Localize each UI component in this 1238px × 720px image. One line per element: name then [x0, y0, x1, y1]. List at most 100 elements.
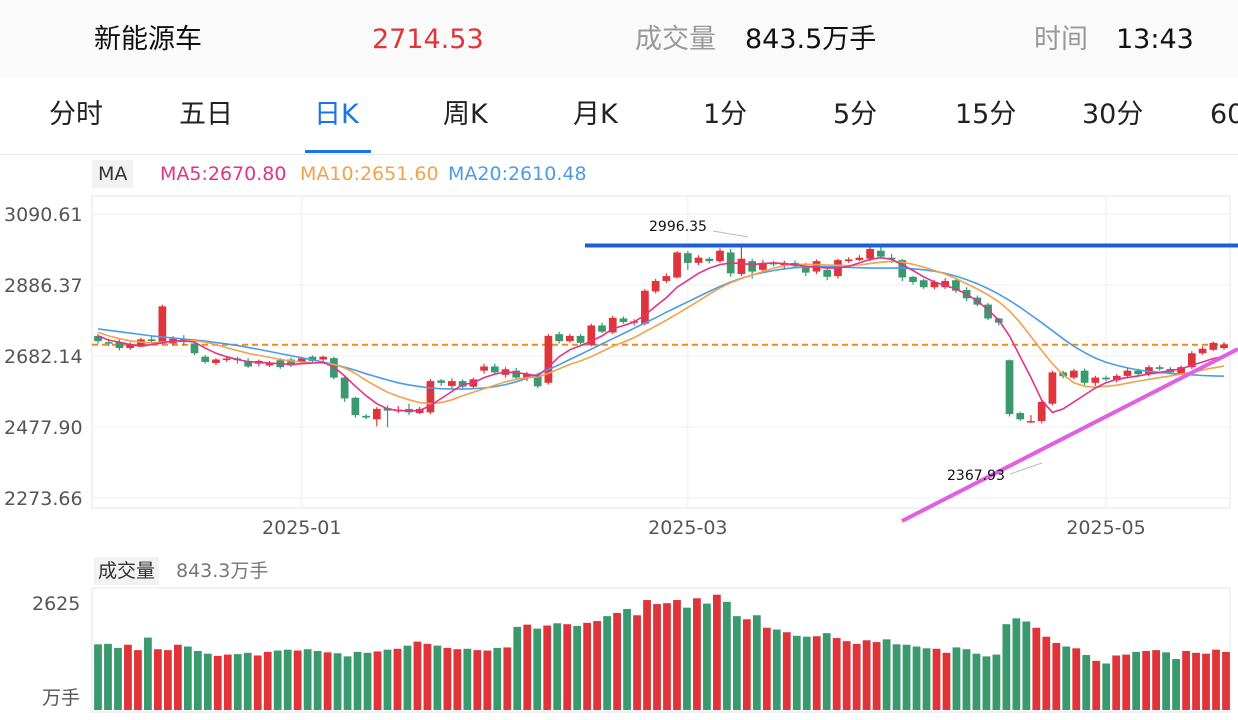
candle-body	[351, 397, 360, 416]
support-line	[901, 347, 1238, 523]
candle-body	[1070, 370, 1078, 378]
tab-60min[interactable]: 60分	[1210, 99, 1238, 130]
tab-weekly-k[interactable]: 周K	[443, 99, 488, 130]
price-panel-frame	[91, 195, 1231, 509]
candle-body	[673, 252, 681, 278]
tab-1min[interactable]: 1分	[703, 99, 748, 130]
ma-tag[interactable]: MA	[92, 160, 134, 188]
volume-bar	[353, 651, 362, 710]
candle-body	[641, 290, 649, 324]
tab-15min[interactable]: 15分	[955, 99, 1017, 130]
volume-bar	[114, 647, 122, 710]
volume-bar	[1112, 655, 1121, 710]
volume-bar	[154, 649, 162, 710]
trend-lines	[585, 243, 1238, 523]
candle-body	[1134, 370, 1143, 375]
volume-bar	[363, 652, 372, 710]
candle-body	[737, 258, 746, 275]
x-tick-label: 2025-05	[1066, 517, 1145, 539]
candle-body	[1187, 353, 1196, 368]
volume-bar	[683, 607, 691, 710]
candle-body	[523, 374, 531, 379]
volume-bar	[713, 594, 721, 710]
volume-bar	[323, 652, 332, 710]
volume-bar	[1062, 646, 1071, 710]
candle-body	[222, 358, 231, 360]
volume-bar	[722, 601, 731, 710]
volume-bar	[1122, 654, 1131, 710]
volume-bar	[453, 649, 462, 710]
moving-average-lines	[97, 256, 1225, 414]
volume-tag[interactable]: 成交量	[94, 557, 160, 585]
volume-bar	[463, 648, 472, 710]
candle-body	[490, 366, 499, 373]
volume-bar	[613, 613, 621, 710]
candle-body	[576, 335, 585, 343]
ma20-line	[97, 265, 1225, 390]
volume-bar	[892, 644, 901, 710]
volume-bar	[762, 627, 771, 710]
volume-bar	[473, 650, 482, 710]
candle-body	[651, 280, 660, 292]
volume-bar	[1142, 651, 1151, 710]
candle-body	[855, 257, 864, 261]
volume-bar	[553, 623, 562, 710]
volume-bar	[523, 624, 532, 710]
candle-body	[147, 339, 156, 342]
candle-body	[887, 257, 896, 260]
volume-bar	[263, 651, 272, 710]
candle-body	[1112, 375, 1121, 381]
volume-bar	[1032, 627, 1041, 710]
candle-body	[115, 342, 124, 349]
volume-bar	[982, 656, 991, 710]
tab-intraday[interactable]: 分时	[49, 99, 103, 130]
tab-monthly-k[interactable]: 月K	[573, 99, 618, 130]
candle-body	[94, 335, 102, 342]
volume-bar	[653, 604, 661, 710]
candle-body	[1091, 377, 1100, 383]
candle-body	[158, 306, 167, 344]
volume-panel-frame	[91, 587, 1231, 713]
candle-body	[801, 267, 810, 273]
volume-bar	[1072, 648, 1081, 710]
annotation-leader-high	[712, 230, 749, 238]
volume-bars	[94, 594, 1230, 710]
candle-body	[190, 343, 199, 354]
index-price: 2714.53	[372, 24, 484, 55]
volume-bar	[313, 651, 322, 710]
y-axis-labels: 3090.61 2886.37 2682.14 2477.90 2273.66	[4, 204, 83, 510]
volume-bar	[832, 638, 841, 710]
volume-bar	[144, 637, 152, 710]
tab-30min[interactable]: 30分	[1082, 99, 1144, 130]
tab-five-day[interactable]: 五日	[179, 99, 233, 130]
annotation-leader-low	[1009, 462, 1043, 475]
candle-body	[823, 269, 832, 277]
volume-bar	[303, 649, 312, 710]
candle-body	[104, 342, 113, 344]
tab-daily-k[interactable]: 日K	[314, 99, 359, 130]
candle-body	[748, 261, 757, 272]
candle-body	[544, 335, 553, 383]
volume-bar	[124, 644, 132, 710]
candle-body	[930, 282, 939, 288]
candle-body	[319, 356, 328, 360]
candle-body	[984, 304, 992, 319]
volume-bar	[782, 632, 791, 710]
candle-body	[1209, 342, 1218, 350]
volume-bar	[633, 615, 641, 710]
candle-body	[1048, 372, 1057, 404]
volume-bar	[413, 641, 422, 710]
volume-bar	[752, 615, 761, 710]
ma10-legend: MA10:2651.60	[300, 163, 439, 185]
candle-body	[909, 276, 917, 283]
volume-bar	[1092, 660, 1101, 710]
candle-body	[297, 358, 306, 362]
volume-bar	[223, 654, 232, 710]
volume-bar	[802, 636, 811, 710]
volume-bar	[203, 653, 212, 710]
volume-bar	[1162, 652, 1170, 710]
tab-5min[interactable]: 5分	[833, 99, 878, 130]
volume-bar	[822, 633, 831, 710]
volume-bar	[273, 650, 282, 710]
